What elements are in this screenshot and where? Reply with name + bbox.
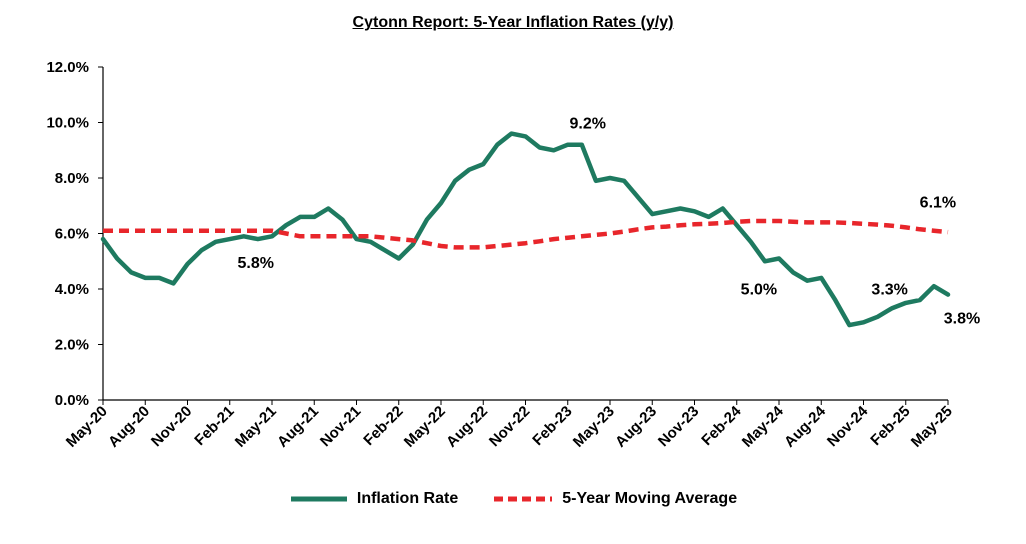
legend-item-moving-average: 5-Year Moving Average	[492, 490, 737, 508]
y-tick-label: 10.0%	[46, 115, 89, 132]
x-tick-label: May-21	[232, 403, 280, 451]
data-label: 5.0%	[741, 281, 777, 298]
x-tick-label: May-20	[63, 403, 111, 451]
y-tick-label: 0.0%	[55, 392, 89, 409]
y-tick-label: 6.0%	[55, 226, 89, 243]
x-tick-label: Nov-23	[655, 403, 702, 450]
series-line-moving-average	[103, 218, 949, 250]
legend-item-inflation-rate: Inflation Rate	[289, 490, 458, 508]
y-tick-label: 2.0%	[55, 337, 89, 354]
data-label: 9.2%	[570, 116, 606, 133]
data-label: 3.3%	[871, 281, 907, 298]
data-label: 3.8%	[944, 311, 980, 328]
data-label: 6.1%	[920, 195, 956, 212]
x-tick-label: Feb-21	[191, 403, 237, 449]
x-tick-label: Feb-24	[698, 402, 745, 449]
x-tick-label: Aug-23	[612, 403, 660, 451]
legend-label-moving-average: 5-Year Moving Average	[562, 490, 738, 507]
x-tick-label: Aug-24	[781, 402, 829, 450]
line-chart: 0.0%2.0%4.0%6.0%8.0%10.0%12.0%May-20Aug-…	[46, 59, 980, 451]
x-tick-label: May-24	[739, 402, 787, 450]
chart-legend: Inflation Rate 5-Year Moving Average	[0, 490, 1026, 508]
x-tick-label: Feb-23	[529, 403, 575, 449]
x-tick-label: Nov-22	[486, 403, 533, 450]
x-tick-label: May-23	[570, 403, 618, 451]
series-line-inflation-rate	[100, 131, 951, 328]
y-tick-label: 4.0%	[55, 281, 89, 298]
x-tick-label: Aug-21	[274, 403, 322, 451]
x-tick-label: Aug-22	[443, 403, 491, 451]
x-tick-label: Nov-24	[824, 402, 872, 450]
y-tick-label: 8.0%	[55, 170, 89, 187]
chart-title: Cytonn Report: 5-Year Inflation Rates (y…	[352, 14, 674, 31]
legend-label-inflation-rate: Inflation Rate	[356, 490, 459, 507]
legend-swatch-inflation-rate	[290, 496, 347, 502]
x-tick-label: Nov-20	[148, 403, 195, 450]
x-tick-label: May-25	[908, 403, 956, 451]
x-tick-label: Feb-25	[867, 403, 913, 449]
y-tick-label: 12.0%	[46, 59, 89, 76]
x-tick-label: Aug-20	[105, 403, 153, 451]
x-tick-label: Nov-21	[317, 403, 364, 450]
x-tick-label: May-22	[401, 403, 449, 451]
data-label: 5.8%	[238, 255, 274, 272]
legend-swatch-moving-average	[494, 496, 553, 502]
x-tick-label: Feb-22	[360, 403, 406, 449]
